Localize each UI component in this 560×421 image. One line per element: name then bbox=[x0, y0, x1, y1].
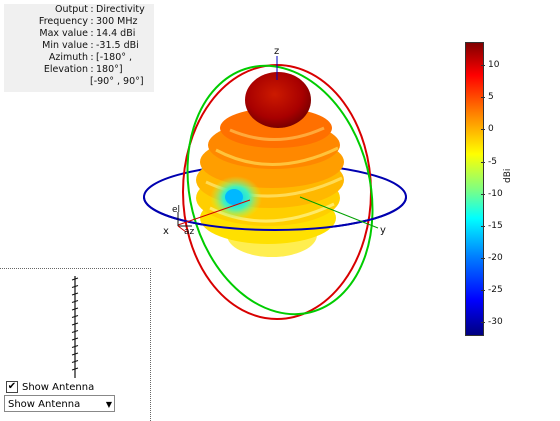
antenna-rung bbox=[71, 307, 79, 311]
azimuth-ring-front bbox=[143, 196, 407, 231]
antenna-rung bbox=[71, 352, 79, 356]
info-continuation: [-90° , 90°] bbox=[90, 76, 144, 87]
svg-text:el: el bbox=[172, 205, 180, 215]
pattern-body bbox=[196, 108, 344, 257]
antenna-rung bbox=[71, 337, 79, 341]
colorbar-tick-mark bbox=[481, 162, 485, 163]
colorbar-tick-label: 0 bbox=[488, 124, 494, 134]
x-axis-label: x bbox=[163, 226, 169, 237]
info-value: 180°] bbox=[96, 64, 123, 75]
top-lobe bbox=[245, 72, 311, 128]
colorbar-tick-mark bbox=[481, 290, 485, 291]
info-separator: : bbox=[90, 4, 94, 15]
y-axis-line bbox=[299, 196, 379, 229]
colorbar-tick-label: -10 bbox=[488, 189, 503, 199]
x-axis-line bbox=[177, 199, 251, 226]
colorbar-tick-mark bbox=[481, 65, 485, 66]
show-antenna-dropdown-value: Show Antenna bbox=[8, 399, 81, 410]
antenna-rung bbox=[71, 367, 79, 371]
info-key: Frequency bbox=[38, 16, 88, 27]
colorbar bbox=[465, 42, 484, 336]
antenna-rung bbox=[71, 300, 79, 303]
antenna-rung bbox=[71, 292, 79, 296]
info-row: Azimuth: [-180° , bbox=[4, 52, 154, 64]
colorbar-tick-mark bbox=[481, 258, 485, 259]
show-antenna-dropdown[interactable]: Show Antenna ▼ bbox=[4, 395, 115, 412]
colorbar-tick-label: -15 bbox=[488, 221, 503, 231]
antenna-rung bbox=[71, 345, 79, 348]
show-antenna-checkbox[interactable]: ✔ Show Antenna bbox=[6, 381, 94, 393]
info-separator: : bbox=[90, 16, 94, 27]
info-value: -31.5 dBi bbox=[96, 40, 139, 51]
info-row: Min value: -31.5 dBi bbox=[4, 40, 154, 52]
colorbar-tick-label: 10 bbox=[488, 60, 500, 70]
info-value: 300 MHz bbox=[96, 16, 138, 27]
antenna-rung bbox=[71, 322, 79, 326]
z-axis-label: z bbox=[274, 46, 279, 57]
info-key: Min value bbox=[42, 40, 88, 51]
colorbar-tick-mark bbox=[481, 129, 485, 130]
info-row: Output: Directivity bbox=[4, 4, 154, 16]
info-key: Azimuth bbox=[48, 52, 88, 63]
info-separator: : bbox=[90, 64, 94, 75]
antenna-icon bbox=[71, 276, 79, 378]
antenna-view-panel bbox=[0, 268, 151, 421]
colorbar-tick-label: 5 bbox=[488, 92, 494, 102]
info-key: Max value bbox=[39, 28, 88, 39]
antenna-rung bbox=[71, 315, 79, 318]
info-row: Frequency:300 MHz bbox=[4, 16, 154, 28]
info-separator: : bbox=[90, 28, 94, 39]
colorbar-tick-mark bbox=[481, 97, 485, 98]
colorbar-tick-label: -25 bbox=[488, 285, 503, 295]
info-value: 14.4 dBi bbox=[96, 28, 136, 39]
show-antenna-checkbox-label: Show Antenna bbox=[22, 381, 95, 393]
info-separator: : bbox=[90, 40, 94, 51]
antenna-rung bbox=[71, 330, 79, 333]
antenna-rung bbox=[71, 360, 79, 363]
antenna-rung bbox=[71, 277, 79, 281]
antenna-rung bbox=[71, 285, 79, 288]
colorbar-tick-mark bbox=[481, 194, 485, 195]
colorbar-tick-label: -20 bbox=[488, 253, 503, 263]
chevron-down-icon[interactable]: ▼ bbox=[105, 400, 112, 409]
el-az-marker: el az bbox=[172, 205, 195, 237]
colorbar-tick-label: -30 bbox=[488, 317, 503, 327]
checkbox-check-icon[interactable]: ✔ bbox=[6, 381, 18, 393]
colorbar-tick-label: -5 bbox=[488, 157, 497, 167]
colorbar-tick-mark bbox=[481, 322, 485, 323]
colorbar-tick-mark bbox=[481, 226, 485, 227]
info-panel: Output: Directivity Frequency:300 MHz Max v… bbox=[4, 4, 154, 92]
info-row: Max value:14.4 dBi bbox=[4, 28, 154, 40]
info-key: Elevation bbox=[43, 64, 88, 75]
info-value: Directivity bbox=[96, 4, 145, 15]
info-separator: : bbox=[90, 52, 94, 63]
elevation-ring-green bbox=[186, 64, 374, 316]
svg-text:az: az bbox=[184, 227, 195, 237]
colorbar-unit-label: dBi bbox=[503, 168, 513, 183]
info-key: Output bbox=[55, 4, 88, 15]
info-row: Elevation:180°] bbox=[4, 64, 154, 76]
y-axis-label: y bbox=[380, 225, 386, 236]
info-value: [-180° , bbox=[96, 52, 133, 63]
